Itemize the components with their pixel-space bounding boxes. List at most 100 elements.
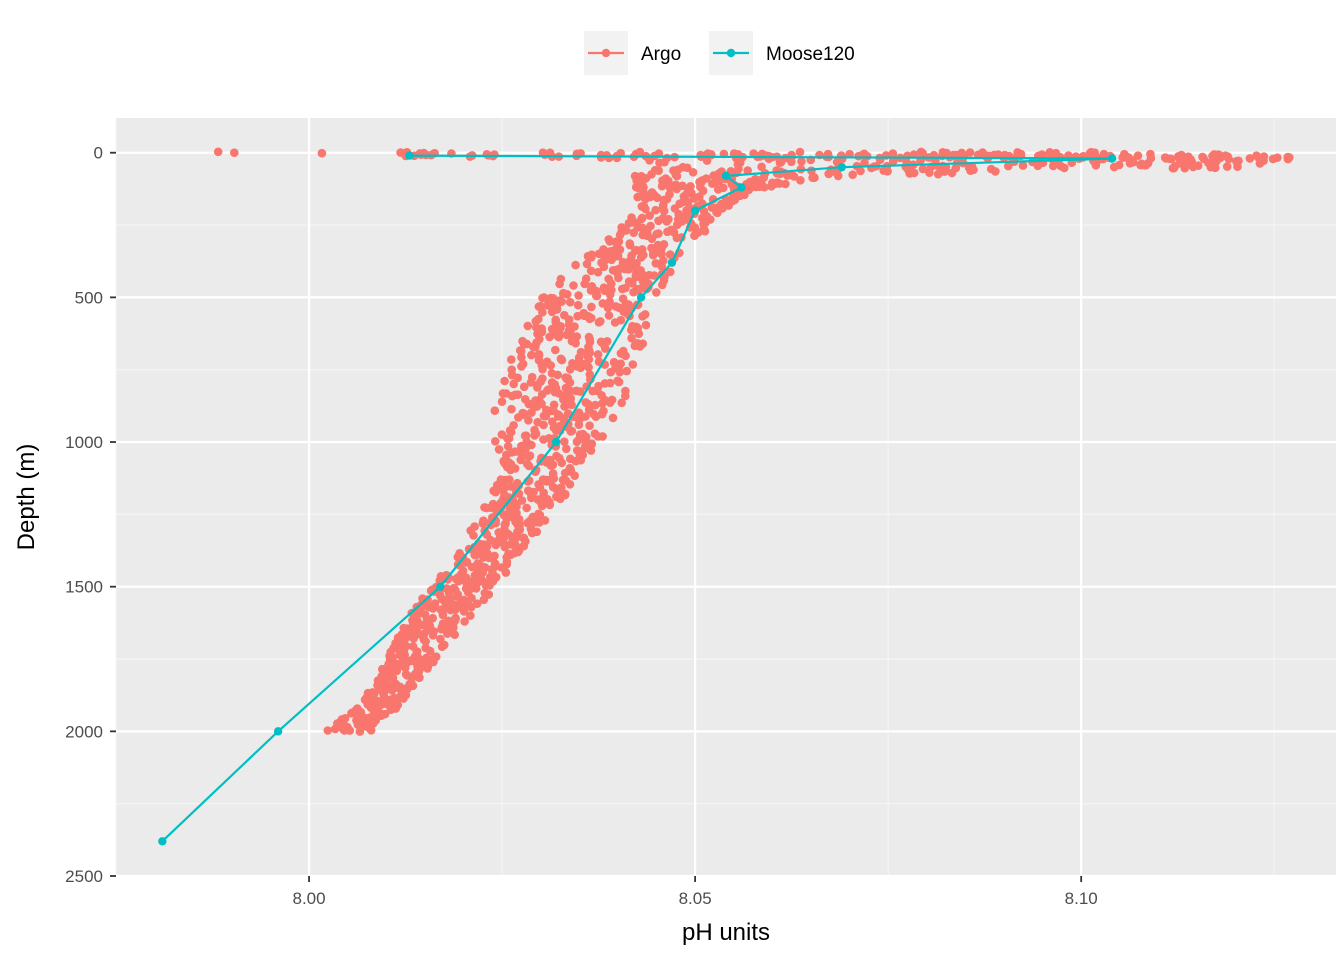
argo-point [500, 525, 509, 534]
argo-point [523, 486, 533, 496]
argo-point [611, 302, 621, 311]
argo-point [637, 213, 647, 223]
argo-point [781, 179, 790, 189]
argo-point [527, 350, 536, 360]
argo-point [510, 447, 520, 456]
x-tick-label: 8.00 [292, 889, 325, 908]
argo-point [445, 593, 455, 603]
argo-point [450, 617, 459, 626]
argo-point [561, 476, 571, 486]
argo-point [586, 266, 596, 276]
argo-point [519, 533, 528, 543]
legend-key-moose120 [709, 31, 753, 75]
argo-point [479, 553, 488, 562]
argo-point [505, 475, 514, 484]
argo-point [521, 395, 530, 404]
x-axis: 8.00 8.05 8.10 [292, 876, 1098, 908]
argo-point [641, 204, 650, 214]
argo-point [1093, 155, 1103, 165]
argo-point [587, 440, 596, 449]
argo-point [546, 361, 555, 370]
argo-point [387, 686, 397, 695]
argo-point [856, 166, 865, 176]
argo-point [386, 647, 396, 657]
argo-point [755, 182, 764, 191]
argo-point [490, 406, 500, 416]
argo-point [986, 164, 996, 174]
argo-point [652, 229, 661, 239]
argo-point [500, 376, 509, 386]
argo-point [436, 591, 445, 601]
argo-point [507, 404, 516, 414]
argo-point [773, 178, 782, 187]
argo-point [597, 399, 607, 408]
argo-point [628, 360, 638, 369]
y-tick-label: 2000 [65, 722, 103, 741]
argo-point [604, 153, 614, 163]
argo-point [1180, 163, 1190, 173]
y-tick-label: 2500 [65, 867, 103, 886]
argo-point [712, 207, 721, 217]
argo-point [452, 592, 462, 601]
moose120-point [436, 582, 445, 591]
argo-point [522, 437, 531, 447]
argo-point [466, 611, 475, 620]
argo-point [672, 184, 681, 194]
argo-point [574, 291, 583, 300]
argo-point [909, 168, 919, 178]
argo-point [499, 533, 509, 542]
argo-point [539, 293, 549, 302]
argo-point [373, 700, 383, 710]
argo-point [1018, 161, 1028, 170]
argo-point [530, 402, 539, 412]
argo-point [641, 194, 650, 204]
argo-point [593, 432, 603, 441]
argo-point [506, 465, 515, 475]
argo-point [507, 355, 516, 364]
argo-point [659, 206, 669, 216]
argo-point [436, 634, 445, 644]
argo-point [672, 171, 682, 181]
argo-point [645, 270, 654, 280]
argo-point [673, 165, 683, 174]
argo-point [571, 338, 580, 348]
argo-point [534, 351, 544, 361]
argo-point [460, 617, 469, 626]
argo-point [535, 334, 544, 344]
argo-point [538, 148, 548, 157]
argo-point [594, 381, 603, 391]
argo-point [649, 190, 659, 200]
argo-point [559, 414, 568, 423]
argo-point [734, 164, 743, 174]
argo-point [585, 313, 595, 323]
legend-key-argo [584, 31, 628, 75]
argo-point [498, 485, 508, 495]
argo-point [400, 684, 410, 694]
argo-point [552, 305, 562, 314]
argo-point [624, 218, 634, 228]
argo-point [833, 171, 843, 181]
argo-point [515, 346, 525, 355]
y-tick-label: 1500 [65, 578, 103, 597]
argo-point [1234, 156, 1243, 166]
argo-point [525, 451, 535, 461]
argo-point [455, 560, 465, 570]
x-tick-label: 8.10 [1065, 889, 1098, 908]
argo-point [556, 322, 565, 331]
argo-point [608, 246, 617, 256]
argo-point [421, 637, 431, 646]
argo-point [672, 233, 682, 243]
argo-point [947, 168, 957, 178]
argo-point [533, 383, 542, 392]
argo-point [607, 279, 616, 289]
argo-point [700, 226, 710, 236]
argo-point [608, 413, 618, 423]
plot-panel [116, 118, 1336, 876]
y-axis: 0 500 1000 1500 2000 2500 [65, 144, 116, 886]
argo-point [632, 259, 641, 268]
argo-point [684, 185, 693, 194]
argo-point [438, 610, 448, 620]
legend-label-moose120: Moose120 [766, 44, 855, 65]
argo-point [918, 164, 928, 174]
argo-point [510, 482, 520, 491]
